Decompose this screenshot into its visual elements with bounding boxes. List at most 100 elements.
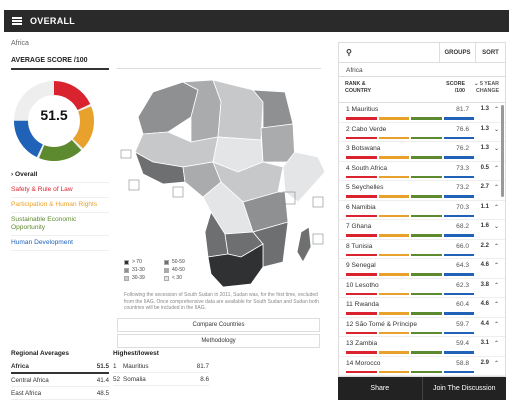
menu-icon[interactable] — [12, 17, 22, 25]
category-bar — [443, 273, 474, 276]
map-inset-box[interactable] — [120, 149, 132, 159]
donut-segment — [14, 81, 94, 161]
arrow-down-icon: ⌄ — [493, 126, 499, 133]
category-bar — [411, 273, 442, 276]
category-bar — [443, 370, 474, 373]
highlow-row[interactable]: 1 Mauritius 81.7 — [113, 360, 209, 373]
ranking-row[interactable]: 4 South Africa 73.3 0.5 ⌃ — [339, 162, 505, 181]
legend-swatch — [124, 275, 129, 281]
africa-map[interactable] — [113, 62, 328, 292]
country-name: 4 South Africa — [346, 164, 388, 172]
arrow-up-icon: ⌃ — [493, 165, 499, 172]
change-header[interactable]: ⌄ 5 YEAR CHANGE — [465, 81, 499, 98]
sort-button[interactable]: SORT — [475, 43, 505, 63]
region-name: Central Africa — [11, 376, 49, 384]
share-button[interactable]: Share — [370, 385, 390, 392]
category-bar — [346, 136, 377, 139]
map-region-eastafrica[interactable] — [242, 191, 289, 233]
category-bar — [378, 175, 409, 178]
category-bar — [346, 292, 377, 295]
country-score: 76.6 — [456, 125, 469, 133]
category-item[interactable]: Sustainable Economic Opportunity — [11, 213, 109, 236]
category-bars — [346, 312, 474, 315]
map-region-madagascar[interactable] — [296, 226, 312, 263]
ranking-row[interactable]: 6 Namibia 70.3 1.1 ⌃ — [339, 201, 505, 220]
map-inset-box[interactable] — [128, 179, 140, 191]
score-header[interactable]: SCORE/100 — [443, 81, 465, 98]
country-name: 10 Lesotho — [346, 281, 379, 289]
map-region-sudan[interactable] — [260, 123, 296, 163]
map-region-libya[interactable] — [212, 79, 264, 141]
donut-segment — [14, 81, 94, 161]
regional-row[interactable]: Africa 51.5 — [11, 360, 109, 374]
map-region-mozambique[interactable] — [252, 221, 289, 268]
legend-label: 40-50 — [172, 267, 185, 273]
country-score: 58.8 — [456, 359, 469, 367]
country-name: 12 São Tomé & Príncipe — [346, 320, 417, 328]
map-region-southern[interactable] — [207, 243, 264, 288]
average-score-label: AVERAGE SCORE /100 — [11, 57, 88, 64]
regional-row[interactable]: Central Africa 41.4 — [11, 374, 109, 387]
compare-countries-button[interactable]: Compare Countries — [117, 318, 320, 332]
country-change: 3.1 — [480, 340, 489, 346]
arrow-up-icon: ⌃ — [493, 243, 499, 250]
join-discussion-button[interactable]: Join The Discussion — [421, 377, 507, 400]
region-value: 51.5 — [96, 362, 109, 370]
map-inset-box[interactable] — [312, 196, 324, 208]
scrollbar[interactable] — [501, 105, 504, 197]
country-score: 60.4 — [456, 301, 469, 308]
country-score: 76.2 — [456, 145, 469, 152]
category-bar — [378, 195, 409, 198]
category-bar — [346, 253, 377, 256]
ranking-row[interactable]: 3 Botswana 76.2 1.3 ⌄ — [339, 142, 505, 162]
map-inset-box[interactable] — [282, 191, 296, 205]
country-score: 68.2 — [456, 223, 469, 230]
map-inset-box[interactable] — [312, 233, 324, 245]
map-region-horn[interactable] — [282, 151, 326, 203]
region-label: Africa — [11, 40, 29, 47]
ranking-row[interactable]: 1 Mauritius 81.7 1.3 ⌃ — [339, 103, 505, 123]
ranking-row[interactable]: 5 Seychelles 73.2 2.7 ⌃ — [339, 181, 505, 201]
ranking-row[interactable]: 7 Ghana 68.2 1.6 ⌄ — [339, 220, 505, 240]
country-change: 0.5 — [480, 164, 489, 171]
region-value: 41.4 — [96, 376, 109, 384]
arrow-up-icon: ⌃ — [493, 263, 499, 269]
ranking-row[interactable]: 11 Rwanda 60.4 4.6 ⌃ — [339, 298, 505, 318]
rank-country-header[interactable]: RANK & COUNTRY — [345, 81, 443, 98]
rank-header: RANK & — [345, 81, 366, 87]
legend-label: 30-39 — [132, 275, 145, 281]
methodology-button[interactable]: Methodology — [117, 334, 320, 348]
category-bars — [346, 351, 474, 354]
change-header-label: 5 YEAR — [479, 81, 499, 87]
region-name: Africa — [11, 362, 29, 370]
map-region-northwest[interactable] — [137, 81, 199, 135]
highlow-row[interactable]: 52 Somalia 8.6 — [113, 373, 209, 386]
search-icon[interactable]: ⚲ — [346, 48, 352, 57]
category-item[interactable]: Human Development — [11, 236, 109, 251]
category-item[interactable]: Participation & Human Rights — [11, 198, 109, 213]
ranking-row[interactable]: 13 Zambia 59.4 3.1 ⌃ — [339, 337, 505, 357]
regional-row[interactable]: East Africa 48.5 — [11, 387, 109, 400]
category-bar — [411, 370, 442, 373]
ranking-row[interactable]: 2 Cabo Verde 76.6 1.3 ⌄ — [339, 123, 505, 142]
category-bar — [378, 292, 409, 295]
category-bar — [411, 292, 442, 295]
ranking-row[interactable]: 12 São Tomé & Príncipe 59.7 4.4 ⌃ — [339, 318, 505, 337]
category-bar — [346, 214, 377, 217]
ranking-row[interactable]: 9 Senegal 64.3 4.6 ⌃ — [339, 259, 505, 279]
map-inset-box[interactable] — [172, 186, 184, 198]
country-name: 1 Mauritius — [346, 106, 379, 113]
arrow-up-icon: ⌃ — [493, 321, 499, 328]
category-item[interactable]: Safety & Rule of Law — [11, 183, 109, 198]
groups-button[interactable]: GROUPS — [439, 43, 475, 63]
legend-item: > 70 — [124, 258, 164, 266]
ranking-row[interactable]: 14 Morocco 58.8 2.9 ⌃ — [339, 357, 505, 376]
ranking-row[interactable]: 8 Tunisia 66.0 2.2 ⌃ — [339, 240, 505, 259]
score: 81.7 — [196, 362, 209, 370]
category-item[interactable]: › Overall — [11, 168, 109, 183]
category-bars — [346, 253, 474, 256]
donut-segment — [14, 81, 94, 161]
ranking-row[interactable]: 10 Lesotho 62.3 3.8 ⌃ — [339, 279, 505, 298]
panel-toolbar: ⚲ GROUPS SORT — [339, 43, 505, 63]
category-bar — [378, 351, 409, 354]
